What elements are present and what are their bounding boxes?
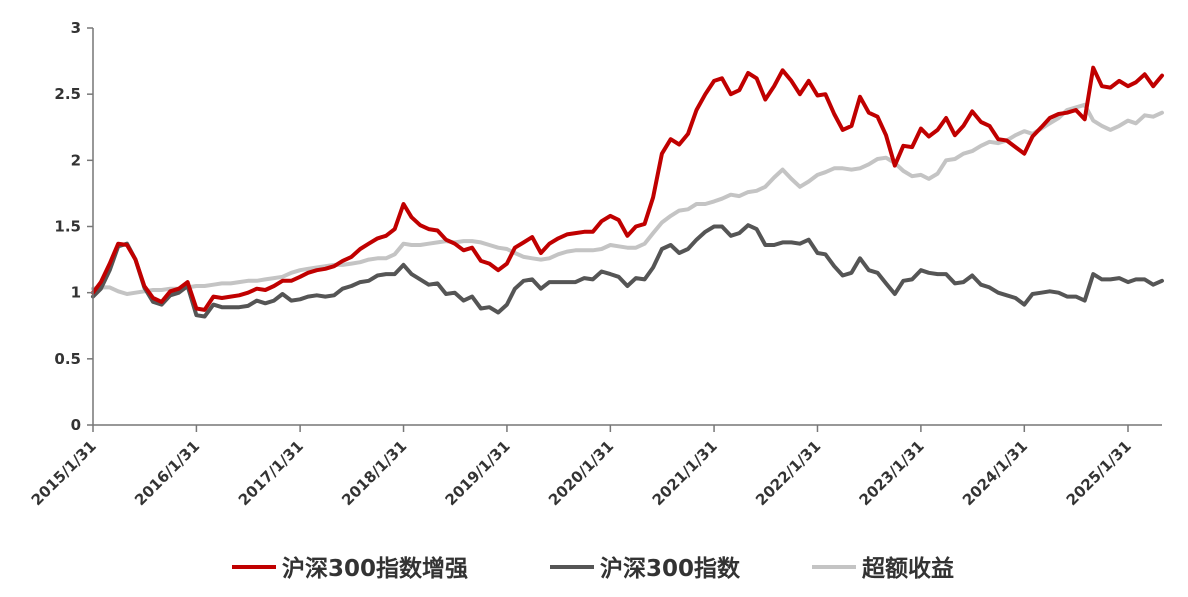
- y-tick-label: 2: [71, 151, 81, 169]
- y-tick-label: 1: [71, 284, 81, 302]
- x-tick-label: 2016/1/31: [131, 437, 203, 509]
- x-tick-label: 2021/1/31: [649, 437, 721, 509]
- y-tick-label: 0.5: [54, 350, 81, 368]
- series-lines: [91, 65, 1164, 319]
- y-tick-label: 2.5: [54, 85, 81, 103]
- x-tick-label: 2017/1/31: [235, 437, 307, 509]
- legend-label: 沪深300指数: [600, 555, 741, 582]
- legend-label: 沪深300指数增强: [282, 555, 468, 582]
- x-tick-label: 2019/1/31: [442, 437, 514, 509]
- x-axis-ticks: 2015/1/31 2016/1/31 2017/1/31 2018/1/31 2019…: [28, 425, 1135, 509]
- y-tick-label: 0: [71, 416, 81, 434]
- y-tick-label: 1.5: [54, 218, 81, 236]
- y-tick-label: 3: [71, 19, 81, 37]
- x-tick-label: 2015/1/31: [28, 437, 100, 509]
- legend: 沪深300指数增强 沪深300指数 超额收益: [232, 555, 954, 582]
- axes: 0 0.5 1 1.5 2 2.5 3 2015/1/31 2016/1/31 2017/1/3…: [28, 19, 1162, 509]
- x-tick-label: 2023/1/31: [856, 437, 928, 509]
- x-tick-label: 2020/1/31: [545, 437, 617, 509]
- x-tick-label: 2025/1/31: [1063, 437, 1135, 509]
- legend-label: 超额收益: [862, 555, 954, 582]
- y-axis-ticks: 0 0.5 1 1.5 2 2.5 3: [54, 19, 93, 434]
- x-tick-label: 2018/1/31: [338, 437, 410, 509]
- x-tick-label: 2024/1/31: [959, 437, 1031, 509]
- x-tick-label: 2022/1/31: [752, 437, 824, 509]
- series-line-1: [91, 223, 1164, 319]
- series-line-0: [91, 65, 1164, 312]
- series-line-2: [91, 102, 1164, 296]
